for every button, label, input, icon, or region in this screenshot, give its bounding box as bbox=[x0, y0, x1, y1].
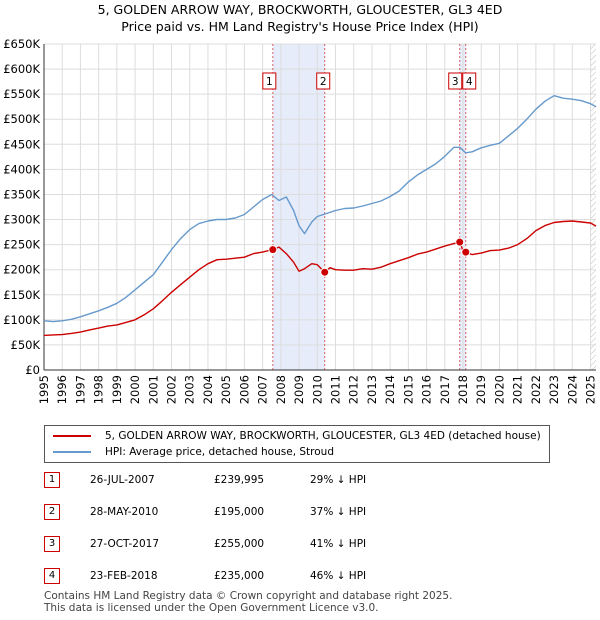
x-tick-label: 2009 bbox=[292, 375, 306, 404]
sale-label-box: 1 bbox=[262, 72, 277, 90]
x-tick-label: 2011 bbox=[328, 375, 342, 404]
sale-label-number: 1 bbox=[266, 76, 273, 88]
x-tick-label: 2018 bbox=[456, 375, 470, 404]
legend-label-hpi: HPI: Average price, detached house, Stro… bbox=[105, 446, 334, 458]
x-tick-label: 2000 bbox=[128, 375, 142, 404]
y-tick-label: £200K bbox=[3, 263, 40, 277]
x-tick-label: 2008 bbox=[274, 375, 288, 404]
table-row: 3 27-OCT-2017 £255,000 41% ↓ HPI bbox=[44, 536, 424, 554]
hpi-series-line bbox=[43, 94, 597, 323]
sale-date: 26-JUL-2007 bbox=[90, 474, 155, 486]
sale-number-badge: 2 bbox=[44, 504, 60, 520]
x-tick-label: 2024 bbox=[565, 375, 579, 404]
x-tick-label: 2025 bbox=[584, 375, 598, 404]
x-tick-label: 2003 bbox=[183, 375, 197, 404]
y-tick-label: £100K bbox=[3, 313, 40, 327]
x-tick-label: 2002 bbox=[165, 375, 179, 404]
x-tick-label: 2012 bbox=[347, 375, 361, 404]
sale-price: £195,000 bbox=[214, 506, 265, 518]
sale-point bbox=[320, 267, 330, 277]
sale-label-box: 2 bbox=[316, 72, 331, 90]
price-chart: £0 £50K £100K £150K £200K £250K £300K £350K £400… bbox=[3, 37, 598, 404]
y-tick-label: £150K bbox=[3, 288, 40, 302]
legend-item-property: 5, GOLDEN ARROW WAY, BROCKWORTH, GLOUCES… bbox=[53, 430, 541, 442]
x-tick-label: 2020 bbox=[492, 375, 506, 404]
x-tick-label: 2019 bbox=[474, 375, 488, 404]
future-hatch bbox=[590, 44, 596, 370]
sale-point bbox=[455, 237, 465, 247]
y-tick-label: £650K bbox=[3, 37, 40, 51]
sale-hpi-diff: 46% ↓ HPI bbox=[310, 570, 367, 582]
x-tick-label: 2016 bbox=[420, 375, 434, 404]
y-tick-label: £450K bbox=[3, 137, 40, 151]
x-tick-label: 2007 bbox=[256, 375, 270, 404]
x-tick-label: 2014 bbox=[383, 375, 397, 404]
footer: Contains HM Land Registry data © Crown c… bbox=[44, 590, 452, 614]
x-tick-label: 1998 bbox=[92, 375, 106, 404]
legend-item-hpi: HPI: Average price, detached house, Stro… bbox=[53, 446, 334, 458]
x-tick-label: 2015 bbox=[401, 375, 415, 404]
legend: 5, GOLDEN ARROW WAY, BROCKWORTH, GLOUCES… bbox=[44, 425, 550, 463]
x-tick-label: 2013 bbox=[365, 375, 379, 404]
y-tick-label: £350K bbox=[3, 187, 40, 201]
table-row: 1 26-JUL-2007 £239,995 29% ↓ HPI bbox=[44, 472, 424, 490]
y-tick-label: £250K bbox=[3, 238, 40, 252]
x-tick-label: 1995 bbox=[37, 375, 51, 404]
sale-date: 28-MAY-2010 bbox=[90, 506, 159, 518]
x-tick-label: 1997 bbox=[73, 375, 87, 404]
sale-hpi-diff: 37% ↓ HPI bbox=[310, 506, 367, 518]
x-tick-label: 1999 bbox=[110, 375, 124, 404]
sale-hpi-diff: 29% ↓ HPI bbox=[310, 474, 367, 486]
x-tick-label: 2006 bbox=[237, 375, 251, 404]
footer-copyright: Contains HM Land Registry data © Crown c… bbox=[44, 590, 453, 602]
sale-label-frame bbox=[462, 72, 477, 90]
sale-label-number: 3 bbox=[452, 76, 459, 88]
x-tick-label: 2022 bbox=[529, 375, 543, 404]
legend-label-property: 5, GOLDEN ARROW WAY, BROCKWORTH, GLOUCES… bbox=[105, 430, 541, 442]
y-tick-label: £600K bbox=[3, 62, 40, 76]
x-tick-label: 2017 bbox=[438, 375, 452, 404]
table-row: 4 23-FEB-2018 £235,000 46% ↓ HPI bbox=[44, 568, 424, 586]
sale-label-number: 2 bbox=[320, 76, 327, 88]
sale-point bbox=[461, 247, 471, 257]
sale-number-badge: 3 bbox=[44, 536, 60, 552]
sale-hpi-diff: 41% ↓ HPI bbox=[310, 538, 367, 550]
sale-price: £235,000 bbox=[214, 570, 265, 582]
sale-number-badge: 4 bbox=[44, 568, 60, 584]
table-row: 2 28-MAY-2010 £195,000 37% ↓ HPI bbox=[44, 504, 424, 522]
sale-label-frame bbox=[316, 72, 331, 90]
y-tick-label: £300K bbox=[3, 213, 40, 227]
legend-swatch-property bbox=[53, 435, 91, 437]
y-tick-label: £400K bbox=[3, 162, 40, 176]
x-tick-label: 2001 bbox=[146, 375, 160, 404]
sale-label-box: 3 bbox=[448, 72, 463, 90]
chart-title: 5, GOLDEN ARROW WAY, BROCKWORTH, GLOUCES… bbox=[97, 2, 503, 17]
sale-date: 27-OCT-2017 bbox=[90, 538, 159, 550]
y-tick-label: £50K bbox=[11, 338, 41, 352]
y-tick-label: £550K bbox=[3, 87, 40, 101]
sale-point bbox=[268, 245, 278, 255]
sale-label-number: 4 bbox=[466, 76, 473, 88]
sale-label-box: 4 bbox=[462, 72, 477, 90]
x-tick-label: 2010 bbox=[310, 375, 324, 404]
sale-label-frame bbox=[448, 72, 463, 90]
x-tick-label: 2004 bbox=[201, 375, 215, 404]
chart-subtitle: Price paid vs. HM Land Registry's House … bbox=[121, 19, 479, 34]
sale-date: 23-FEB-2018 bbox=[90, 570, 158, 582]
legend-swatch-hpi bbox=[53, 451, 91, 453]
x-tick-label: 2005 bbox=[219, 375, 233, 404]
x-tick-label: 2021 bbox=[511, 375, 525, 404]
y-tick-label: £0 bbox=[25, 363, 40, 377]
x-tick-label: 1996 bbox=[55, 375, 69, 404]
sale-label-frame bbox=[262, 72, 277, 90]
sale-price: £255,000 bbox=[214, 538, 265, 550]
x-tick-label: 2023 bbox=[547, 375, 561, 404]
y-tick-label: £500K bbox=[3, 112, 40, 126]
sale-price: £239,995 bbox=[214, 474, 265, 486]
footer-licence: This data is licensed under the Open Gov… bbox=[44, 602, 379, 614]
sale-number-badge: 1 bbox=[44, 472, 60, 488]
